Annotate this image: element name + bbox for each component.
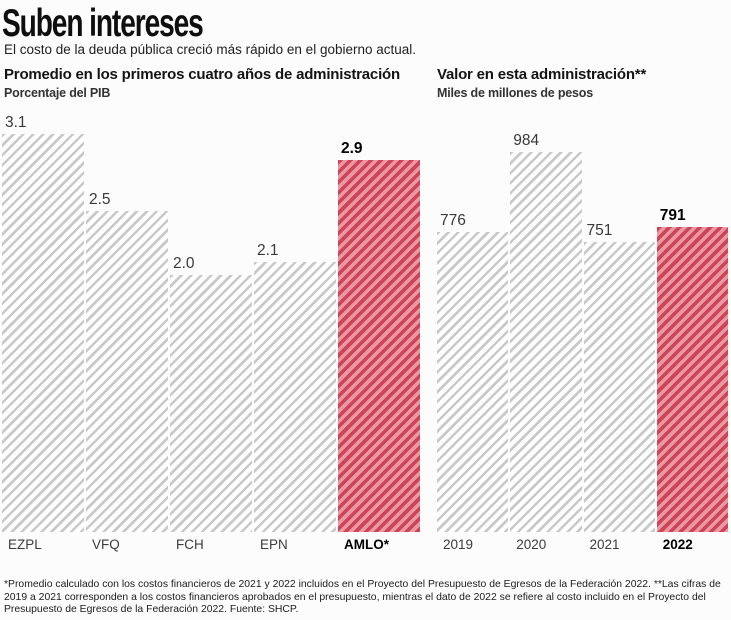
bar-column-2019: 776	[437, 113, 509, 532]
value-label: 791	[659, 206, 686, 224]
bar	[2, 134, 84, 532]
category-label: 2020	[516, 537, 547, 552]
value-label: 2.0	[173, 255, 195, 273]
x-axis-pesos: 2019 2020 2021 2022	[437, 537, 728, 552]
bar-chart-pesos: 776 984 751 791	[437, 113, 728, 532]
page-title: Suben intereses	[2, 2, 204, 45]
value-label: 2.1	[257, 242, 279, 260]
value-label: 2.5	[89, 191, 111, 208]
category-label: EPN	[260, 537, 288, 552]
bar-column-epn: 2.1	[254, 113, 336, 532]
bar-highlighted	[338, 159, 420, 532]
left-chart-unit: Porcentaje del PIB	[4, 86, 111, 100]
bar-column-vfq: 2.5	[86, 113, 168, 532]
value-label: 751	[586, 222, 613, 239]
value-label: 984	[513, 132, 540, 149]
value-label: 776	[440, 212, 466, 230]
category-label: VFQ	[92, 537, 120, 552]
category-label: 2021	[589, 537, 620, 552]
category-label: AMLO*	[344, 537, 389, 552]
bar-column-2021: 751	[583, 113, 655, 532]
value-label: 2.9	[341, 139, 363, 157]
bar-column-amlo: 2.9	[338, 113, 420, 532]
category-label: 2019	[443, 537, 474, 552]
right-chart-unit: Miles de millones de pesos	[437, 86, 593, 100]
bar-column-ezpl: 3.1	[2, 113, 84, 532]
right-chart-title: Valor en esta administración**	[437, 66, 647, 83]
footnote: *Promedio calculado con los costos finan…	[4, 579, 721, 616]
bar	[86, 211, 168, 532]
bar-highlighted	[656, 226, 728, 532]
bar-column-2020: 984	[510, 113, 582, 532]
x-axis-pib: EZPL VFQ FCH EPN AMLO*	[2, 537, 420, 552]
bar-column-2022: 791	[656, 113, 728, 532]
bar	[510, 152, 582, 532]
value-label: 3.1	[5, 114, 27, 131]
category-label: EZPL	[8, 537, 42, 552]
bar-chart-pib: 3.1 2.5 2.0 2.1 2.9	[2, 113, 420, 532]
page-subtitle: El costo de la deuda pública creció más …	[4, 42, 417, 57]
category-label: FCH	[176, 537, 204, 552]
bar	[437, 232, 509, 532]
bar	[254, 262, 336, 532]
bar-column-fch: 2.0	[170, 113, 252, 532]
bar	[170, 275, 252, 532]
category-label: 2022	[662, 537, 693, 552]
left-chart-title: Promedio en los primeros cuatro años de …	[4, 66, 400, 83]
bar	[583, 242, 655, 532]
